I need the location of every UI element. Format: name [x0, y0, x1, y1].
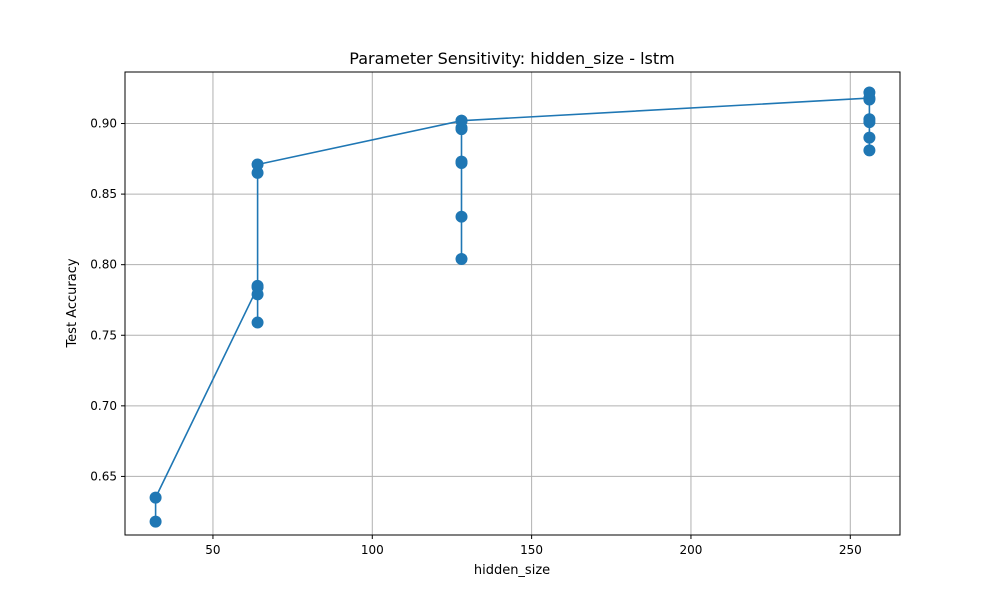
y-tick-label: 0.70: [90, 399, 117, 413]
y-axis-label: Test Accuracy: [65, 258, 80, 348]
data-point: [455, 114, 468, 127]
data-point: [149, 491, 162, 504]
y-tick-label: 0.80: [90, 258, 117, 272]
data-point: [251, 288, 264, 301]
data-point: [863, 113, 876, 126]
chart-title: Parameter Sensitivity: hidden_size - lst…: [349, 49, 674, 69]
data-point: [863, 86, 876, 99]
data-point: [863, 144, 876, 157]
series-line: [154, 92, 871, 522]
x-tick-label: 200: [680, 543, 703, 557]
x-tick-label: 50: [205, 543, 220, 557]
plot-frame: [124, 71, 901, 536]
data-point: [455, 155, 468, 168]
data-point: [863, 131, 876, 144]
y-tick-label: 0.65: [90, 469, 117, 483]
x-tick-label: 150: [520, 543, 543, 557]
x-tick-label: 100: [361, 543, 384, 557]
data-point: [251, 316, 264, 329]
y-tick-label: 0.85: [90, 187, 117, 201]
data-layer: [149, 86, 876, 528]
data-point: [455, 210, 468, 223]
tick-layer: 50 100 150 200 250 0.65 0.70 0.75 0.80 0.85 0.90: [90, 117, 861, 557]
data-point: [251, 279, 264, 292]
data-point: [149, 515, 162, 528]
data-point: [251, 166, 264, 179]
x-tick-label: 250: [839, 543, 862, 557]
y-tick-label: 0.90: [90, 117, 117, 131]
data-point: [455, 253, 468, 266]
grid-layer: [125, 72, 900, 535]
y-tick-label: 0.75: [90, 328, 117, 342]
data-point: [251, 158, 264, 171]
x-axis-label: hidden_size: [474, 563, 550, 578]
